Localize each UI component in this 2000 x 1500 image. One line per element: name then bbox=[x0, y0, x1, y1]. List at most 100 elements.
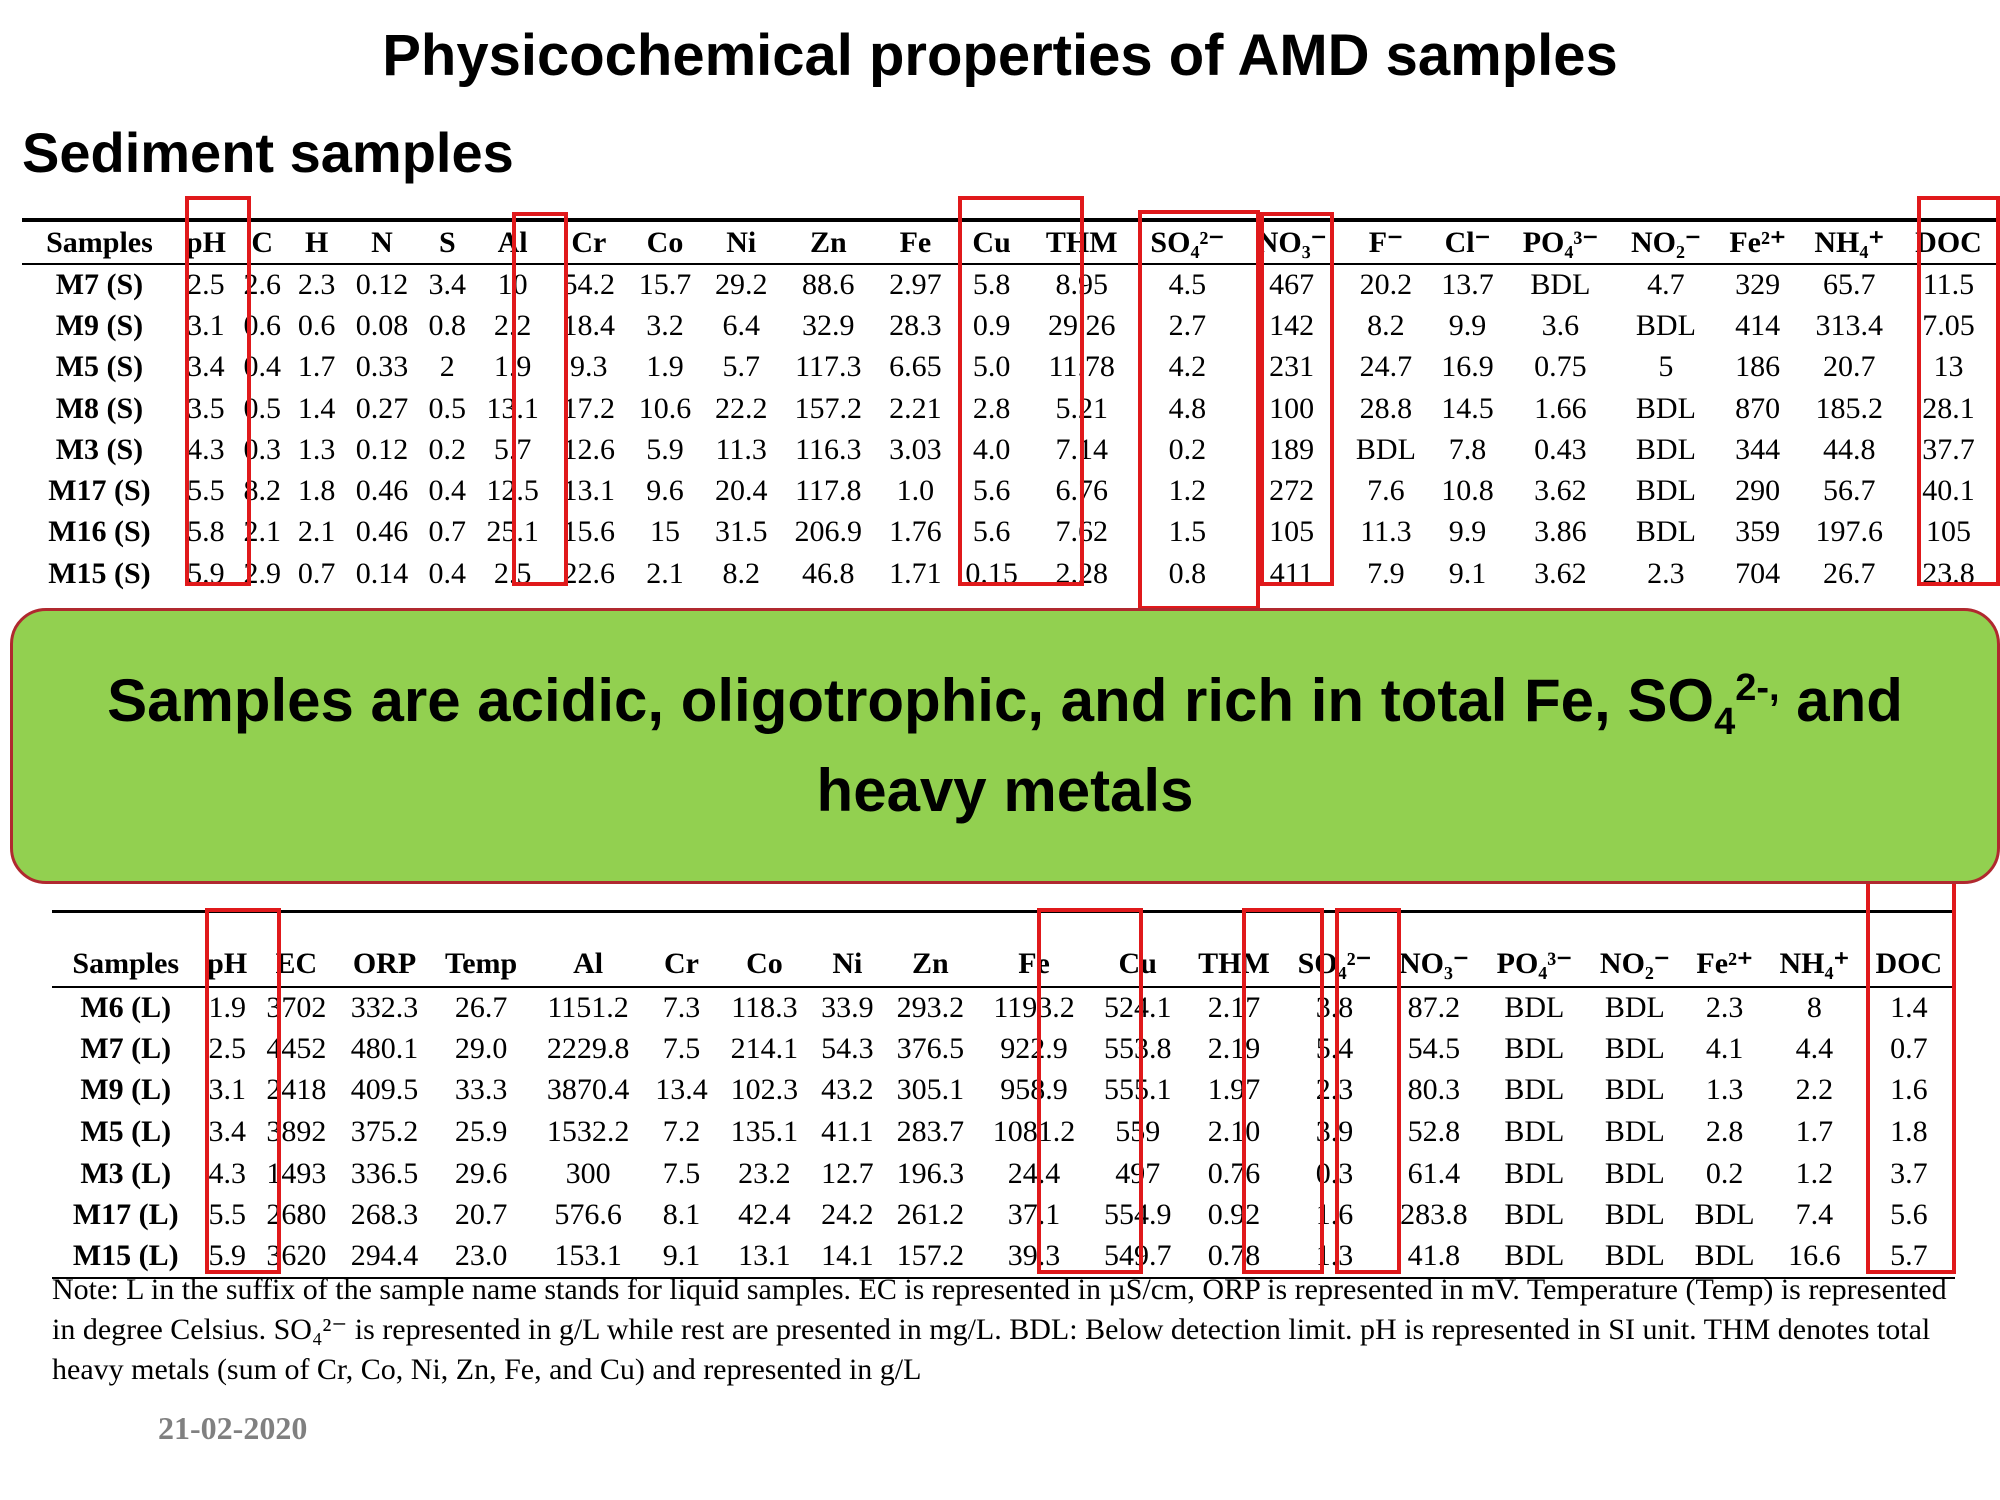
table-row: M15 (S) 5.9 2.9 0.7 0.14 0.4 2.5 22.6 2.1 8.2 46.8… bbox=[22, 553, 1997, 594]
table-cell: 0.33 bbox=[355, 350, 409, 384]
liq-header-cell: Cr bbox=[645, 941, 718, 988]
table-cell: 231 bbox=[1269, 350, 1315, 384]
table-cell: 17.2 bbox=[562, 391, 616, 425]
table-cell: 9.6 bbox=[646, 474, 684, 508]
table-cell: 261.2 bbox=[896, 1198, 965, 1232]
table-cell: 29.2 bbox=[714, 268, 768, 302]
table-cell: 13.7 bbox=[1441, 268, 1494, 302]
sed-header-cell: Fe bbox=[877, 220, 954, 265]
liq-header-cell: Zn bbox=[883, 941, 977, 988]
table-cell: 2 bbox=[439, 350, 455, 384]
table-cell: 157.2 bbox=[896, 1239, 965, 1273]
table-cell: 0.8 bbox=[1168, 556, 1207, 590]
table-cell: 0.2 bbox=[1705, 1156, 1744, 1190]
highlight-liq-doc bbox=[1866, 872, 1956, 1274]
table-cell: 105 bbox=[1269, 515, 1315, 549]
table-cell: 9.1 bbox=[662, 1239, 701, 1273]
table-cell: 300 bbox=[565, 1156, 611, 1190]
table-row: M3 (S) 4.3 0.3 1.3 0.12 0.2 5.7 12.6 5.9 11.3 116.… bbox=[22, 429, 1997, 470]
table-cell: 88.6 bbox=[802, 268, 855, 302]
table-cell: 41.8 bbox=[1407, 1239, 1461, 1273]
table-cell: 576.6 bbox=[554, 1198, 622, 1232]
table-cell: 197.6 bbox=[1815, 515, 1884, 549]
sample-name-cell: M9 (L) bbox=[80, 1073, 172, 1107]
table-cell: 5.7 bbox=[722, 350, 760, 384]
summary-callout: Samples are acidic, oligotrophic, and ri… bbox=[10, 608, 2000, 884]
table-cell: BDL bbox=[1604, 1156, 1665, 1190]
table-cell: 5.9 bbox=[646, 432, 684, 466]
table-cell: BDL bbox=[1635, 474, 1696, 508]
table-cell: BDL bbox=[1694, 1198, 1755, 1232]
sed-header-cell: Co bbox=[626, 220, 704, 265]
table-cell: 549.7 bbox=[1103, 1239, 1172, 1273]
table-cell: 2.7 bbox=[1168, 308, 1207, 342]
table-cell: 9.9 bbox=[1448, 308, 1487, 342]
table-cell: 1.6 bbox=[1890, 1073, 1928, 1107]
table-cell: 0.7 bbox=[1890, 1031, 1928, 1065]
table-cell: 13 bbox=[1933, 350, 1964, 384]
table-cell: 10.8 bbox=[1441, 474, 1494, 508]
table-cell: 28.8 bbox=[1359, 391, 1413, 425]
table-cell: 2.2 bbox=[1795, 1073, 1834, 1107]
table-cell: 1.4 bbox=[297, 391, 336, 425]
table-cell: 7.4 bbox=[1795, 1198, 1834, 1232]
table-cell: BDL bbox=[1504, 1239, 1565, 1273]
callout-text-before: Samples are acidic, oligotrophic, and ri… bbox=[107, 667, 1715, 734]
table-cell: 46.8 bbox=[802, 556, 855, 590]
liq-header-cell: ORP bbox=[337, 941, 432, 988]
liq-header-cell: Co bbox=[717, 941, 812, 988]
table-cell: 44.8 bbox=[1823, 432, 1876, 466]
table-cell: 272 bbox=[1269, 474, 1315, 508]
table-cell: 524.1 bbox=[1103, 990, 1172, 1024]
table-row: M3 (L) 4.3 1493 336.5 29.6 300 7.5 23.2 12.7 196.… bbox=[52, 1153, 1955, 1195]
table-cell: 3620 bbox=[266, 1239, 327, 1273]
highlight-sed-doc bbox=[1917, 196, 2000, 586]
table-cell: 105 bbox=[1926, 515, 1971, 549]
table-cell: 4.4 bbox=[1795, 1031, 1834, 1065]
table-cell: BDL bbox=[1604, 990, 1665, 1024]
sample-name-cell: M16 (S) bbox=[48, 515, 151, 549]
table-cell: BDL bbox=[1694, 1239, 1755, 1273]
table-cell: 3.86 bbox=[1534, 515, 1587, 549]
table-cell: 37.1 bbox=[1007, 1198, 1061, 1232]
table-cell: 0.7 bbox=[297, 556, 336, 590]
table-cell: 7.6 bbox=[1367, 474, 1405, 508]
table-cell: 4.3 bbox=[208, 1156, 246, 1190]
liquid-table: Samples pH EC ORP Temp Al Cr Co Ni Zn Fe Cu THM SO₄²⁻… bbox=[52, 910, 1955, 1279]
liq-header-cell: Cu bbox=[1091, 941, 1185, 988]
summary-callout-text: Samples are acidic, oligotrophic, and ri… bbox=[53, 656, 1957, 836]
sed-header-cell: PO₄³⁻ bbox=[1505, 220, 1616, 265]
sed-header-cell: F⁻ bbox=[1342, 220, 1430, 265]
table-cell: 28.3 bbox=[889, 308, 942, 342]
table-cell: 329 bbox=[1735, 268, 1781, 302]
table-cell: 23.0 bbox=[454, 1239, 508, 1273]
table-cell: 16.6 bbox=[1788, 1239, 1841, 1273]
table-cell: 1.7 bbox=[297, 350, 336, 384]
table-cell: 5.7 bbox=[1890, 1239, 1928, 1273]
sed-header-cell: Ni bbox=[703, 220, 780, 265]
table-cell: 3702 bbox=[266, 990, 327, 1024]
table-cell: 7.5 bbox=[662, 1156, 701, 1190]
table-cell: 559 bbox=[1115, 1115, 1161, 1149]
table-cell: 332.3 bbox=[350, 990, 419, 1024]
table-cell: BDL bbox=[1504, 1156, 1565, 1190]
table-cell: 24.7 bbox=[1359, 350, 1413, 384]
table-cell: 359 bbox=[1735, 515, 1781, 549]
table-cell: 7.05 bbox=[1922, 308, 1975, 342]
table-cell: BDL bbox=[1604, 1115, 1665, 1149]
table-cell: 11.3 bbox=[1360, 515, 1412, 549]
table-cell: 0.75 bbox=[1534, 350, 1587, 384]
liq-header-cell: NO₂⁻ bbox=[1586, 941, 1684, 988]
liq-header-cell: DOC bbox=[1862, 941, 1955, 988]
table-cell: 283.7 bbox=[896, 1115, 965, 1149]
table-cell: 0.27 bbox=[355, 391, 409, 425]
sed-header-cell: NO₂⁻ bbox=[1615, 220, 1717, 265]
table-cell: 186 bbox=[1735, 350, 1781, 384]
table-cell: 1.66 bbox=[1534, 391, 1587, 425]
table-cell: 0.12 bbox=[355, 268, 409, 302]
table-cell: 15.6 bbox=[562, 515, 616, 549]
sed-header-cell: Zn bbox=[779, 220, 878, 265]
table-cell: 2.8 bbox=[972, 391, 1011, 425]
table-cell: 1.5 bbox=[1168, 515, 1207, 549]
table-cell: 290 bbox=[1735, 474, 1781, 508]
